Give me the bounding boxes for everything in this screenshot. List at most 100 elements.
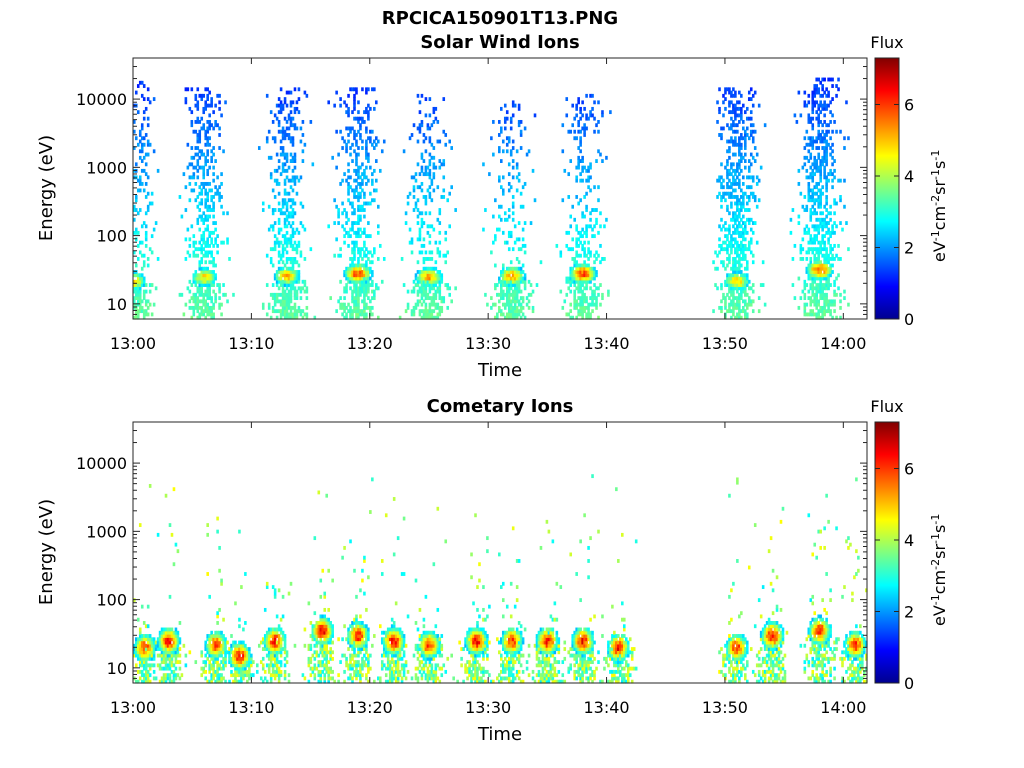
- flux-cell: [438, 312, 442, 317]
- flux-cell: [140, 266, 144, 271]
- flux-cell: [738, 253, 741, 258]
- flux-cell: [267, 637, 271, 642]
- flux-cell: [206, 266, 209, 271]
- flux-cell: [136, 669, 140, 674]
- flux-cell: [134, 305, 138, 310]
- flux-cell: [728, 276, 731, 281]
- flux-cell: [799, 247, 803, 252]
- flux-cell: [331, 578, 334, 583]
- flux-cell: [347, 139, 350, 144]
- flux-cell: [742, 237, 745, 242]
- flux-cell: [736, 243, 739, 248]
- flux-cell: [232, 673, 235, 678]
- flux-cell: [305, 289, 309, 294]
- flux-cell: [144, 676, 148, 681]
- flux-cell: [589, 250, 592, 255]
- flux-cell: [168, 676, 172, 681]
- flux-cell: [232, 679, 235, 684]
- flux-cell: [817, 299, 820, 304]
- flux-cell: [327, 679, 330, 684]
- flux-cell: [321, 624, 325, 629]
- flux-cell: [825, 142, 828, 147]
- flux-cell: [585, 266, 588, 271]
- flux-cell: [829, 309, 832, 314]
- flux-cell: [214, 679, 217, 684]
- flux-cell: [230, 660, 233, 665]
- flux-cell: [297, 286, 301, 291]
- flux-cell: [517, 106, 521, 111]
- flux-cell: [815, 227, 818, 232]
- flux-cell: [817, 260, 820, 265]
- flux-cell: [355, 663, 358, 668]
- flux-cell: [208, 113, 211, 118]
- flux-cell: [347, 266, 350, 271]
- flux-cell: [573, 116, 576, 121]
- flux-cell: [353, 669, 356, 674]
- flux-cell: [718, 175, 721, 180]
- flux-cell: [341, 637, 344, 642]
- flux-cell: [811, 126, 815, 131]
- flux-cell: [206, 634, 209, 638]
- flux-cell: [355, 116, 358, 121]
- flux-cell: [208, 276, 211, 281]
- flux-cell: [283, 673, 287, 678]
- flux-cell: [813, 224, 817, 229]
- flux-cell: [343, 302, 346, 307]
- flux-cell: [319, 650, 323, 655]
- flux-cell: [353, 178, 356, 183]
- flux-cell: [373, 292, 376, 297]
- flux-cell: [597, 129, 600, 134]
- flux-cell: [825, 146, 828, 150]
- flux-cell: [202, 181, 206, 186]
- flux-cell: [208, 305, 211, 310]
- flux-cell: [509, 116, 513, 121]
- flux-cell: [589, 162, 592, 167]
- flux-cell: [349, 201, 352, 206]
- flux-cell: [819, 260, 822, 265]
- flux-cell: [791, 208, 795, 212]
- flux-cell: [448, 224, 451, 229]
- flux-cell: [726, 204, 729, 209]
- flux-cell: [732, 309, 735, 314]
- flux-cell: [355, 614, 358, 619]
- flux-cell: [747, 217, 751, 222]
- flux-cell: [363, 227, 366, 232]
- flux-cell: [224, 663, 227, 668]
- flux-cell: [194, 247, 198, 252]
- flux-cell: [323, 627, 327, 632]
- flux-cell: [436, 273, 440, 278]
- flux-cell: [730, 93, 733, 98]
- flux-cell: [327, 669, 330, 674]
- flux-cell: [196, 305, 200, 310]
- flux-cell: [430, 296, 434, 301]
- flux-cell: [575, 178, 578, 183]
- flux-cell: [605, 155, 608, 160]
- flux-cell: [585, 204, 588, 209]
- flux-cell: [749, 110, 753, 115]
- flux-cell: [277, 230, 281, 235]
- flux-cell: [424, 296, 428, 301]
- flux-cell: [484, 292, 487, 297]
- flux-cell: [420, 155, 424, 160]
- flux-cell: [291, 230, 295, 235]
- flux-cell: [206, 152, 209, 157]
- flux-cell: [275, 279, 279, 284]
- flux-cell: [742, 305, 745, 310]
- flux-cell: [736, 296, 739, 301]
- flux-cell: [361, 178, 364, 183]
- flux-cell: [809, 217, 813, 222]
- flux-cell: [831, 253, 834, 258]
- flux-cell: [136, 178, 140, 183]
- flux-cell: [267, 669, 271, 674]
- flux-cell: [577, 100, 580, 105]
- flux-cell: [357, 302, 360, 307]
- flux-cell: [829, 299, 832, 304]
- flux-cell: [140, 149, 144, 154]
- flux-cell: [361, 263, 364, 268]
- flux-cell: [728, 126, 731, 131]
- flux-cell: [136, 276, 140, 281]
- flux-cell: [133, 204, 136, 209]
- flux-cell: [728, 302, 731, 307]
- flux-cell: [236, 650, 239, 655]
- flux-cell: [154, 643, 158, 648]
